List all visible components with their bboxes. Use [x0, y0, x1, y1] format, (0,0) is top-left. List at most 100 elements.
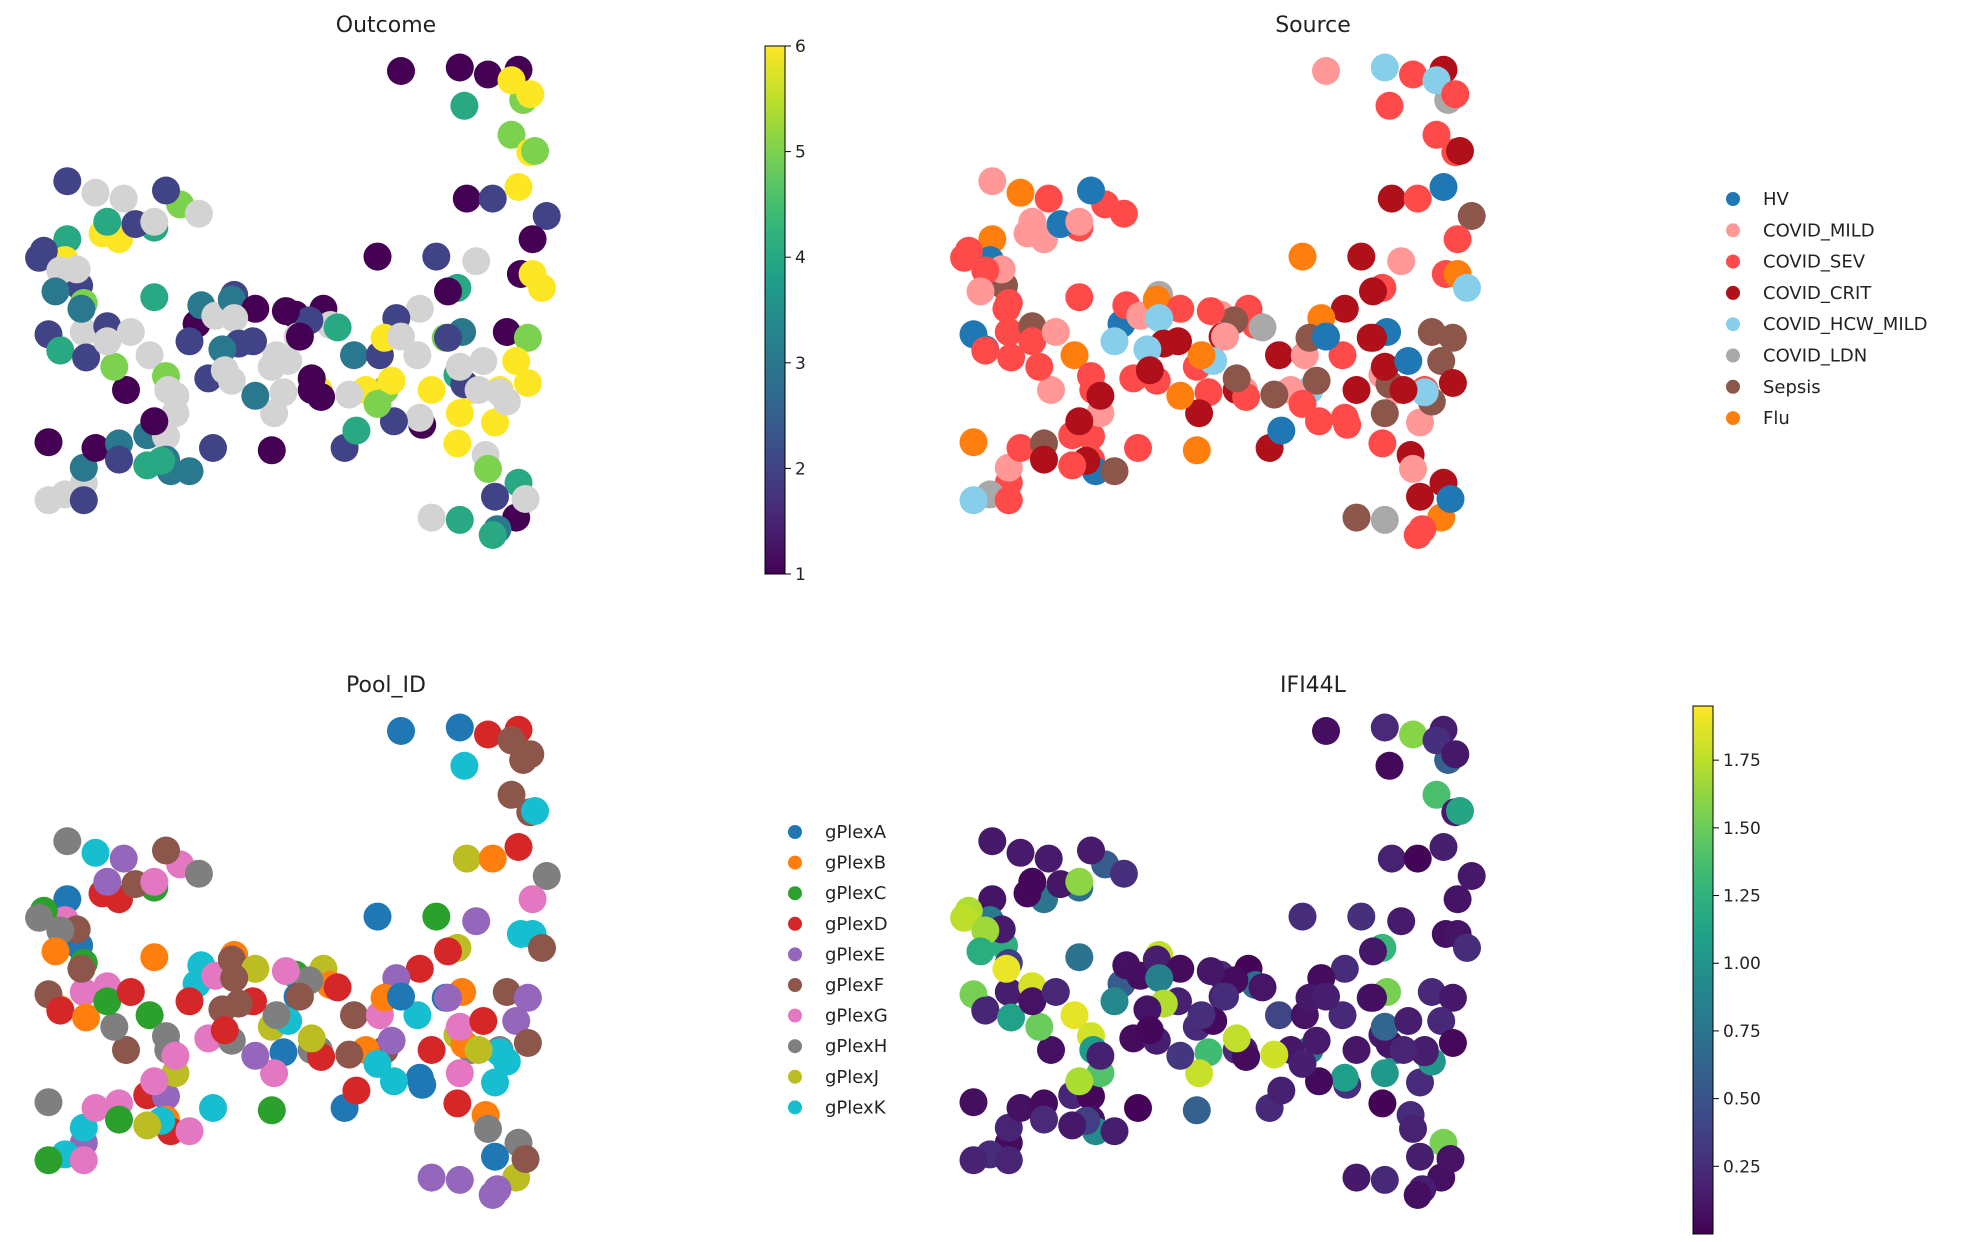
legend-source: HV COVID_MILD COVID_SEV COVID_CRIT COVID_HCW…	[1726, 189, 1928, 429]
scatter-point	[1342, 1163, 1371, 1192]
scatter-point	[502, 1007, 531, 1035]
scatter-point	[1196, 957, 1225, 986]
scatter-point	[1387, 907, 1416, 936]
scatter-point	[481, 482, 509, 511]
scatter-point	[422, 902, 451, 931]
scatter-point	[959, 1088, 988, 1117]
scatter-point	[1399, 720, 1427, 749]
scatter-point	[1265, 1001, 1293, 1030]
scatter-point	[1359, 937, 1387, 966]
scatter-point	[175, 327, 204, 356]
scatter-point	[340, 1001, 368, 1030]
scatter-point	[492, 978, 521, 1006]
scatter-point	[1135, 1016, 1164, 1045]
scatter-point	[1370, 505, 1399, 534]
scatter-point	[199, 434, 227, 462]
scatter-point	[1330, 403, 1359, 432]
scatter-point	[434, 937, 462, 966]
scatter-point	[497, 780, 526, 809]
scatter-point	[1100, 327, 1129, 356]
scatter-point	[25, 243, 54, 272]
scatter-point	[340, 341, 368, 370]
scatter-point	[504, 833, 533, 861]
scatter-point	[959, 486, 988, 515]
scatter-point	[1410, 1038, 1439, 1067]
scatter-point	[434, 277, 462, 306]
scatter-point	[1359, 983, 1387, 1012]
scatter-point	[1030, 1105, 1058, 1134]
scatter-point	[1453, 273, 1481, 302]
scatter-point	[1133, 335, 1162, 364]
scatter-point	[1265, 341, 1293, 370]
scatter-point	[1441, 80, 1470, 109]
scatter-point	[1288, 1049, 1317, 1078]
scatter-point	[1403, 184, 1432, 213]
scatter-point	[1222, 1024, 1251, 1053]
scatter-point	[521, 137, 549, 165]
scatter-point	[978, 167, 1007, 196]
scatter-point	[1288, 389, 1317, 418]
scatter-point	[1368, 1089, 1397, 1118]
legend-label: gPlexB	[825, 853, 886, 874]
scatter-point	[387, 717, 415, 745]
scatter-point	[1441, 740, 1470, 769]
scatter-point	[377, 1026, 406, 1055]
scatter-point	[1347, 902, 1376, 931]
scatter-point	[105, 1105, 133, 1134]
scatter-point	[1359, 323, 1387, 352]
scatter-point	[1211, 322, 1239, 351]
scatter-point	[41, 277, 70, 306]
scatter-point	[1109, 199, 1138, 228]
legend-marker	[1726, 192, 1740, 206]
scatter-point	[1182, 436, 1211, 465]
scatter-point	[72, 1003, 101, 1032]
scatter-point	[478, 184, 507, 213]
scatter-point	[184, 859, 213, 888]
scatter-point	[1166, 294, 1195, 323]
scatter-point	[53, 827, 82, 856]
scatter-point	[1370, 399, 1399, 428]
scatter-point	[994, 1146, 1023, 1175]
scatter-point	[285, 982, 314, 1011]
scatter-point	[1288, 242, 1317, 271]
scatter-point	[1041, 318, 1070, 346]
scatter-point	[971, 256, 1000, 285]
panel-ifi44l: IFI44L 0.25 0.50 0.75 1.00 1.25 1.50 1.75	[950, 673, 1761, 1235]
legend-label: COVID_HCW_MILD	[1763, 314, 1928, 335]
legend-marker	[788, 947, 802, 962]
scatter-point	[1370, 352, 1399, 381]
legend-marker	[788, 825, 802, 839]
scatter-point	[462, 247, 491, 276]
scatter-point	[116, 978, 145, 1006]
scatter-point	[1211, 982, 1239, 1011]
scatter-point	[285, 322, 314, 351]
scatter-point	[93, 327, 122, 356]
scatter-point	[445, 713, 474, 742]
scatter-point	[464, 1036, 493, 1064]
colorbar-ifi44l: 0.25 0.50 0.75 1.00 1.25 1.50 1.75	[1692, 705, 1761, 1235]
scatter-point	[363, 1049, 392, 1078]
scatter-point	[1058, 1111, 1087, 1140]
scatter-point	[1375, 751, 1404, 780]
scatter-point	[1065, 1067, 1094, 1096]
scatter-point	[445, 1059, 474, 1088]
scatter-point	[405, 403, 434, 432]
scatter-point	[1267, 416, 1296, 445]
scatter-point	[478, 1181, 507, 1209]
scatter-point	[518, 225, 547, 254]
scatter-point	[93, 987, 122, 1016]
scatter-point	[1370, 1165, 1399, 1194]
scatter-point	[152, 836, 180, 865]
scatter-point	[516, 80, 545, 109]
scatter-point	[1438, 323, 1467, 352]
scatter-point	[140, 207, 169, 236]
scatter-point	[175, 1117, 204, 1146]
legend-marker	[788, 1100, 802, 1115]
scatter-point	[511, 1145, 540, 1173]
scatter-point	[112, 1036, 140, 1064]
scatter-point	[1359, 277, 1387, 306]
scatter-point	[1194, 378, 1223, 407]
scatter-point	[93, 867, 122, 896]
legend-marker	[788, 916, 802, 931]
scatter-point	[116, 318, 145, 346]
